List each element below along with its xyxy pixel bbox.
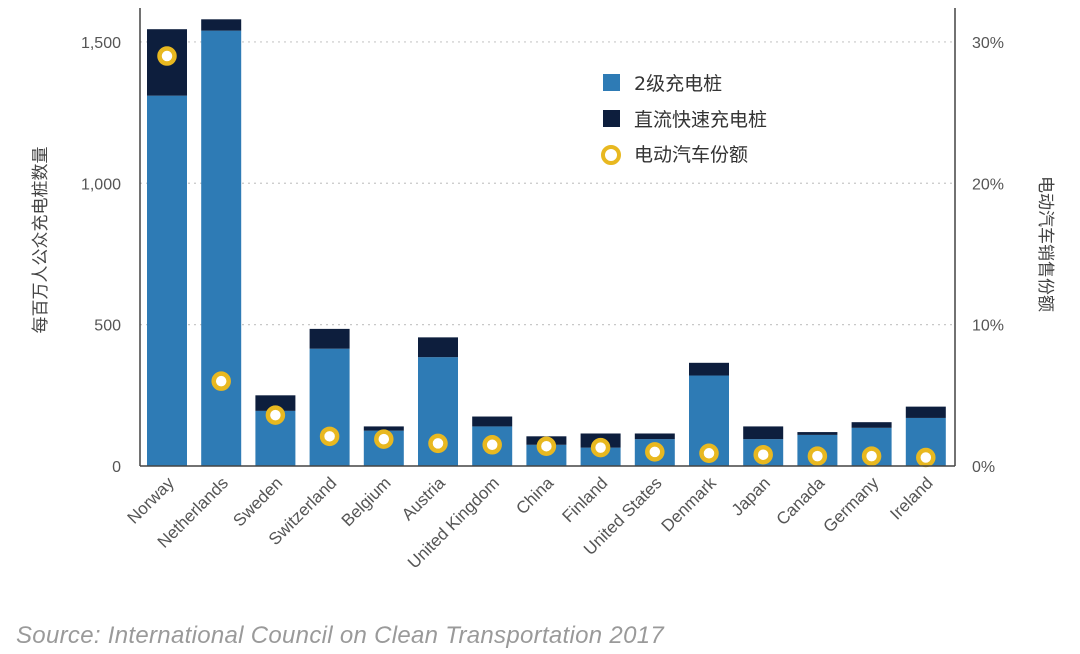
ev-share-marker bbox=[916, 447, 936, 468]
ev-share-marker bbox=[211, 371, 231, 391]
ev-share-markers bbox=[157, 46, 936, 468]
bar-level2 bbox=[309, 348, 350, 466]
right-axis-title: 电动汽车销售份额 bbox=[1035, 176, 1055, 312]
y-right-tick-label: 0% bbox=[972, 459, 995, 476]
bar-dc-fast bbox=[309, 328, 350, 349]
ev-share-marker bbox=[536, 436, 557, 456]
x-category-label: Belgium bbox=[338, 473, 395, 530]
bar-dc-fast bbox=[472, 416, 513, 427]
x-category-label: United Kingdom bbox=[404, 473, 503, 572]
legend-swatch-dcfast bbox=[603, 110, 620, 127]
bar-level2 bbox=[147, 95, 187, 467]
legend-label-level2: 2级充电桩 bbox=[634, 73, 722, 95]
left-axis-title: 每百万人公众充电桩数量 bbox=[31, 147, 51, 334]
ev-share-marker bbox=[807, 446, 828, 466]
ev-share-marker bbox=[699, 443, 719, 464]
bar-dc-fast bbox=[905, 406, 946, 418]
x-category-label: Denmark bbox=[658, 473, 721, 536]
ev-share-marker bbox=[374, 429, 394, 449]
bar-dc-fast bbox=[363, 426, 404, 431]
gridlines bbox=[140, 41, 955, 326]
x-category-label: Austria bbox=[398, 473, 449, 524]
ev-share-marker bbox=[645, 442, 665, 462]
bar-dc-fast bbox=[201, 19, 242, 31]
legend-label-dcfast: 直流快速充电桩 bbox=[634, 109, 767, 131]
y-right-tick-label: 20% bbox=[972, 176, 1004, 193]
legend-marker-ev-share bbox=[601, 145, 621, 165]
y-tick-label: 1,000 bbox=[81, 176, 121, 193]
bar-level2 bbox=[201, 30, 242, 467]
bar-dc-fast bbox=[418, 337, 458, 358]
bar-dc-fast bbox=[743, 426, 784, 440]
y-right-tick-label: 10% bbox=[972, 318, 1004, 335]
bar-dc-fast bbox=[689, 362, 729, 376]
bar-dc-fast bbox=[255, 395, 296, 411]
left-axis-ticks: 0 500 1,000 1,500 bbox=[81, 35, 121, 476]
x-category-label: Germany bbox=[820, 473, 883, 536]
x-category-label: Norway bbox=[124, 473, 179, 528]
bars bbox=[147, 19, 946, 467]
axes bbox=[139, 8, 956, 467]
ev-share-marker bbox=[265, 405, 286, 425]
bar-dc-fast bbox=[797, 432, 838, 435]
x-category-label: Finland bbox=[559, 473, 612, 526]
bar-dc-fast bbox=[851, 422, 892, 428]
ev-share-marker bbox=[590, 437, 611, 458]
y-tick-label: 0 bbox=[112, 459, 121, 476]
legend-swatch-level2 bbox=[603, 74, 620, 91]
bar-dc-fast bbox=[634, 433, 675, 440]
ev-share-marker bbox=[428, 433, 448, 454]
legend: 2级充电桩 直流快速充电桩 电动汽车份额 bbox=[601, 73, 767, 166]
ev-share-marker bbox=[753, 444, 773, 465]
source-note: Source: International Council on Clean T… bbox=[16, 622, 665, 649]
x-category-label: Ireland bbox=[886, 473, 936, 523]
ev-share-marker bbox=[319, 426, 340, 447]
y-right-tick-label: 30% bbox=[972, 35, 1004, 52]
ev-share-marker bbox=[482, 435, 502, 455]
category-labels: NorwayNetherlandsSwedenSwitzerlandBelgiu… bbox=[124, 473, 937, 572]
ev-share-marker bbox=[861, 446, 882, 466]
x-category-label: China bbox=[512, 473, 557, 518]
right-axis-ticks: 0% 10% 20% 30% bbox=[972, 35, 1004, 476]
x-category-label: Japan bbox=[728, 473, 774, 519]
y-tick-label: 1,500 bbox=[81, 35, 121, 52]
ev-share-marker bbox=[157, 46, 177, 66]
legend-label-ev-share: 电动汽车份额 bbox=[634, 144, 748, 166]
x-category-label: Canada bbox=[773, 473, 829, 529]
y-tick-label: 500 bbox=[94, 318, 121, 335]
